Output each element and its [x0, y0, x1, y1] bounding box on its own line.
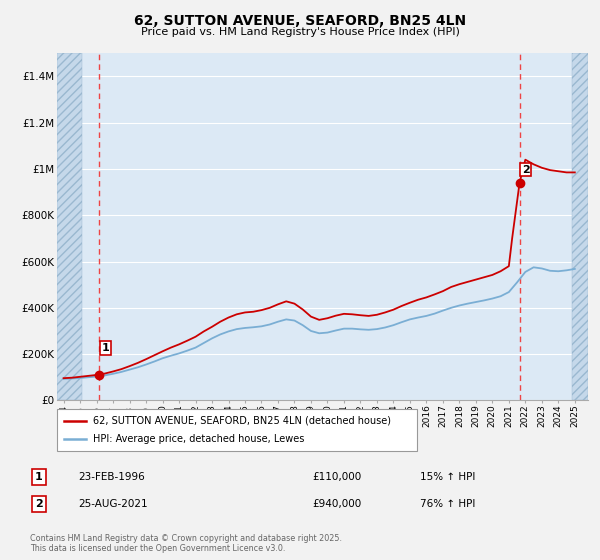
Text: HPI: Average price, detached house, Lewes: HPI: Average price, detached house, Lewe… [93, 434, 304, 444]
Text: 25-AUG-2021: 25-AUG-2021 [78, 499, 148, 509]
Text: £110,000: £110,000 [312, 472, 361, 482]
Text: 76% ↑ HPI: 76% ↑ HPI [420, 499, 475, 509]
Text: Price paid vs. HM Land Registry's House Price Index (HPI): Price paid vs. HM Land Registry's House … [140, 27, 460, 37]
Text: 15% ↑ HPI: 15% ↑ HPI [420, 472, 475, 482]
Text: Contains HM Land Registry data © Crown copyright and database right 2025.
This d: Contains HM Land Registry data © Crown c… [30, 534, 342, 553]
Text: 23-FEB-1996: 23-FEB-1996 [78, 472, 145, 482]
Text: 1: 1 [101, 343, 109, 353]
Text: 2: 2 [35, 499, 43, 509]
Text: 1: 1 [35, 472, 43, 482]
Text: 2: 2 [522, 165, 530, 175]
Bar [57, 53, 82, 400]
Text: 62, SUTTON AVENUE, SEAFORD, BN25 4LN (detached house): 62, SUTTON AVENUE, SEAFORD, BN25 4LN (de… [93, 416, 391, 426]
Text: £940,000: £940,000 [312, 499, 361, 509]
FancyBboxPatch shape [57, 409, 417, 451]
Text: 62, SUTTON AVENUE, SEAFORD, BN25 4LN: 62, SUTTON AVENUE, SEAFORD, BN25 4LN [134, 14, 466, 28]
Bar [572, 53, 588, 400]
